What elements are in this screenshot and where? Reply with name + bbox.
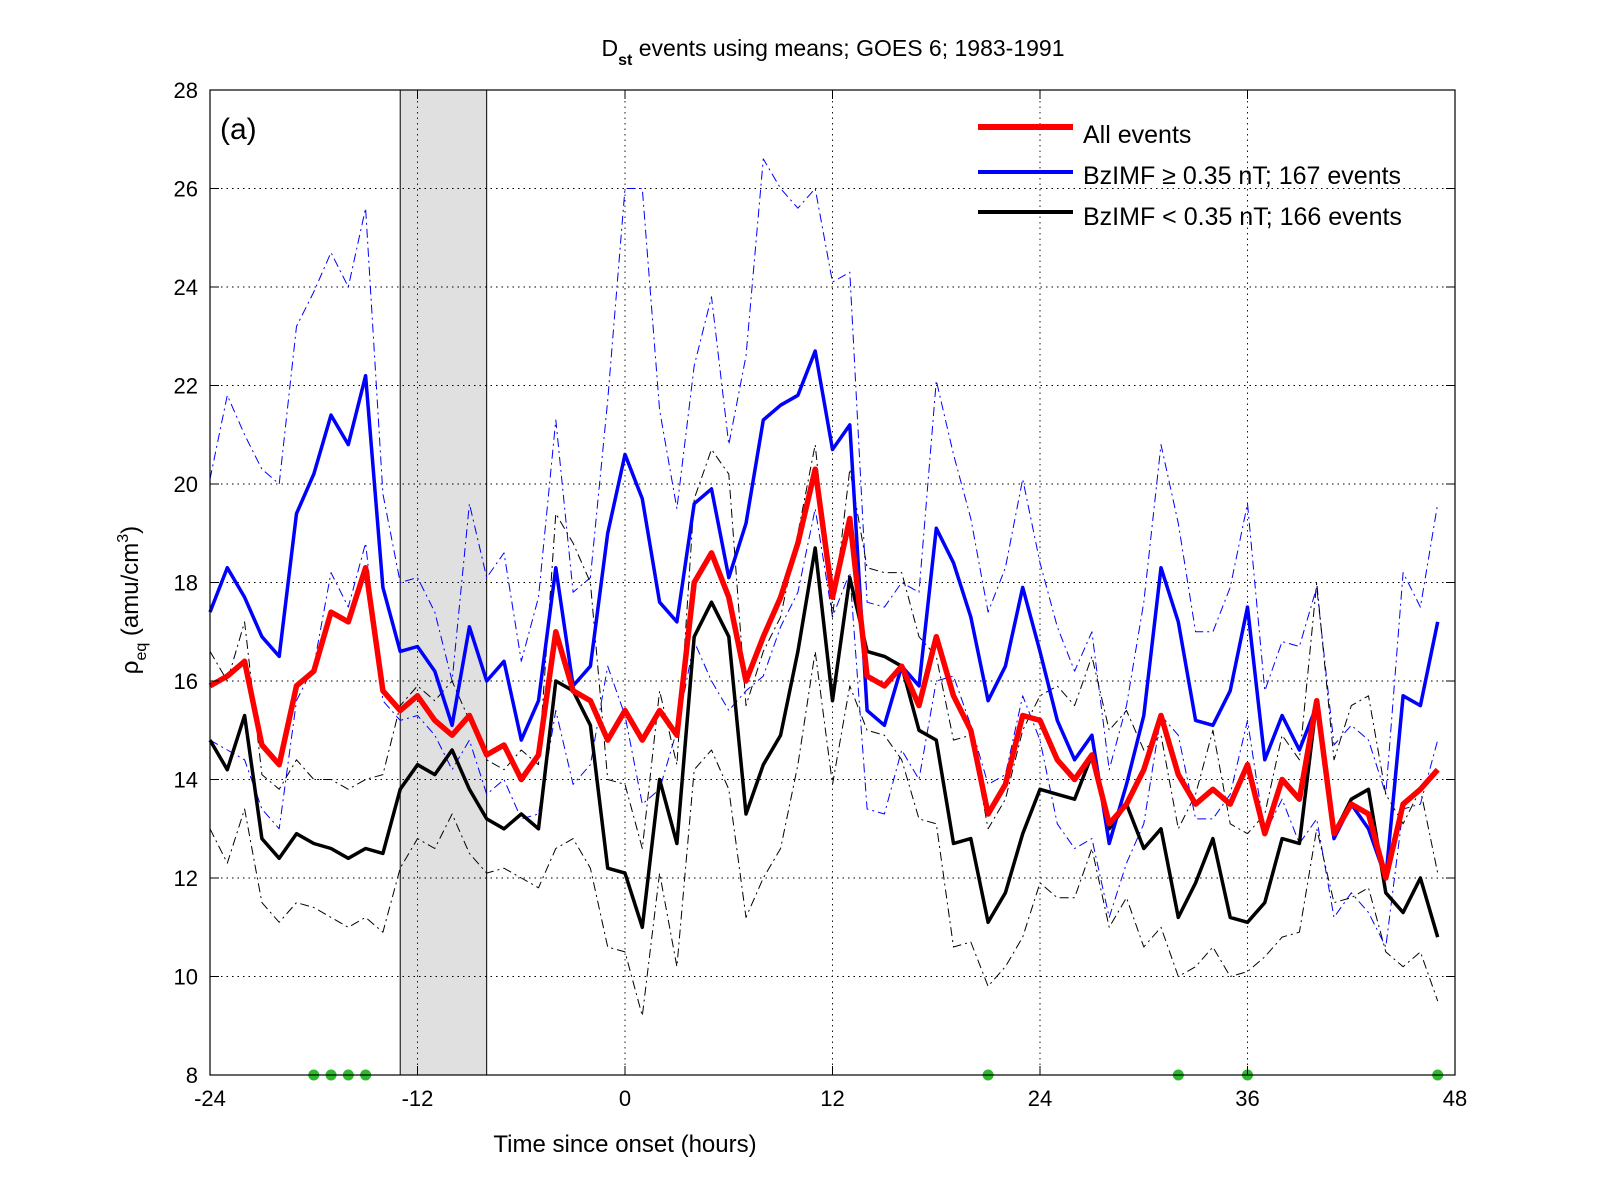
y-tick-label: 16 [174, 669, 198, 694]
legend: All events BzIMF ≥ 0.35 nT; 167 events B… [978, 121, 1402, 231]
y-tick-label: 8 [186, 1063, 198, 1088]
legend-label-bz-negative: BzIMF < 0.35 nT; 166 events [1083, 203, 1402, 231]
series-line [208, 466, 1440, 881]
axis-ticks: -24 -12 0 12 24 36 48 8 10 12 14 16 18 20 22 24 26 28 [174, 78, 1468, 1111]
chart-title: Dst events using means; GOES 6; 1983-199… [601, 35, 1064, 69]
x-axis-label: Time since onset (hours) [493, 1131, 756, 1158]
y-tick-label: 22 [174, 374, 198, 399]
x-tick-label: 48 [1443, 1086, 1467, 1111]
legend-label-bz-positive: BzIMF ≥ 0.35 nT; 167 events [1083, 162, 1401, 190]
y-tick-label: 12 [174, 866, 198, 891]
series-bound-line [209, 158, 1439, 795]
x-tick-label: -24 [194, 1086, 226, 1111]
shaded-interval [399, 89, 488, 1076]
panel-label: (a) [220, 113, 257, 146]
y-tick-label: 24 [174, 275, 198, 300]
y-tick-label: 26 [174, 177, 198, 202]
legend-label-all-events: All events [1083, 121, 1191, 149]
data-series [208, 158, 1440, 1017]
x-tick-label: 24 [1028, 1086, 1052, 1111]
y-tick-label: 14 [174, 768, 198, 793]
y-tick-label: 18 [174, 571, 198, 596]
y-axis-label: ρeq (amu/cm3) [115, 526, 150, 674]
y-tick-label: 10 [174, 965, 198, 990]
series-line [208, 546, 1440, 938]
x-tick-label: -12 [402, 1086, 434, 1111]
y-tick-label: 20 [174, 472, 198, 497]
series-bound-line [209, 508, 1439, 948]
x-tick-label: 12 [820, 1086, 844, 1111]
x-tick-label: 0 [619, 1086, 631, 1111]
x-tick-label: 36 [1235, 1086, 1259, 1111]
series-bound-line [209, 650, 1439, 1017]
series-line [208, 349, 1440, 880]
y-tick-label: 28 [174, 78, 198, 103]
